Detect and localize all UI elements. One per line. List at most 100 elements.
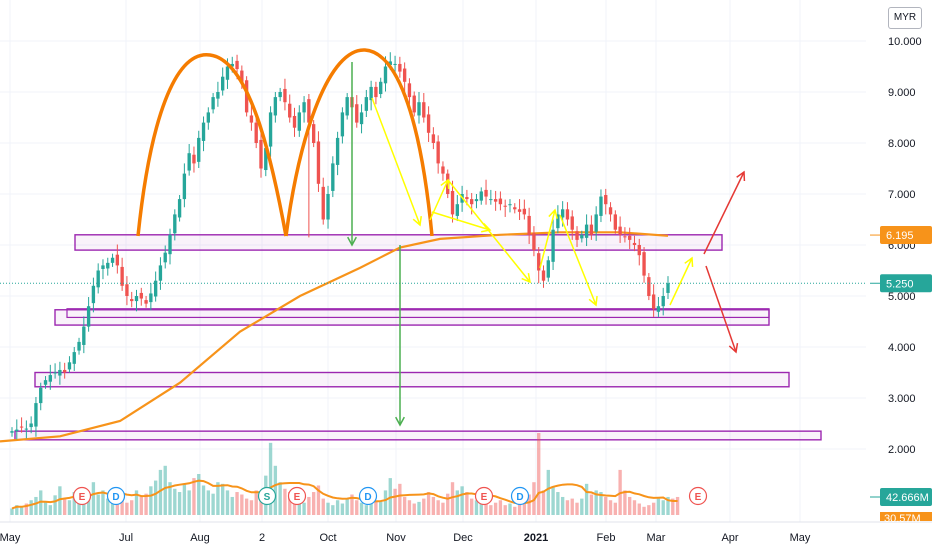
volume-bars [10, 433, 680, 515]
candle-body [470, 199, 474, 205]
candle-body [637, 245, 641, 256]
candle-body [77, 341, 81, 351]
volume-bar [53, 495, 57, 515]
candle-body [216, 92, 220, 99]
candle-body [493, 199, 498, 202]
candle-body [517, 209, 522, 212]
candle-body [115, 254, 120, 266]
event-badge-circle [474, 486, 494, 506]
volume-bar [177, 492, 182, 515]
candle-body [474, 199, 479, 202]
volume-bar [355, 500, 359, 515]
currency-button[interactable]: MYR [888, 7, 922, 29]
candle-body [455, 204, 459, 216]
price-axis[interactable]: 2.0003.0004.0005.0006.0007.0008.0009.000… [888, 36, 922, 456]
volume-bar [67, 500, 72, 515]
candle-body [417, 102, 421, 116]
volume-bar [173, 488, 177, 515]
candle-body [197, 137, 201, 162]
left-peak-arc [136, 53, 288, 237]
green-arrow-head [347, 236, 357, 247]
yellow-arrow-head [481, 223, 492, 233]
volume-bar [647, 505, 651, 515]
price-tick-label: 2.000 [888, 444, 916, 456]
volume-bar [359, 502, 364, 515]
yellow-arrow [559, 214, 597, 306]
candle-body [618, 226, 622, 235]
candle-body [575, 231, 579, 240]
zone-box [74, 234, 723, 251]
zone-box [14, 430, 822, 441]
volume-bar [211, 493, 215, 515]
volume-bar [479, 502, 483, 515]
candle-body [278, 92, 282, 98]
volume-bar [637, 503, 641, 515]
candle-body [570, 216, 574, 230]
candle-body [86, 306, 91, 327]
candle-body [532, 233, 536, 251]
event-badge: D [358, 486, 378, 506]
support-zones [14, 234, 822, 441]
candle-body [249, 115, 254, 123]
volume-bar [628, 496, 632, 515]
candle-body [144, 300, 148, 304]
volume-bar [340, 503, 345, 515]
volume-bar [216, 482, 220, 515]
event-badge-label: S [264, 492, 271, 503]
volume-bar [560, 496, 565, 515]
volume-bar [48, 505, 52, 515]
volume-bar [422, 498, 426, 515]
candle-body [48, 375, 52, 382]
candle-body [264, 148, 268, 171]
candle-body [101, 265, 105, 269]
yellow-arrow-head [684, 256, 694, 268]
volume-bar [43, 501, 48, 515]
candle-body [240, 70, 244, 82]
yellow-arrow-head [588, 295, 598, 307]
price-axis-background[interactable] [866, 0, 932, 522]
volume-bar [58, 486, 62, 515]
volume-bar [393, 488, 397, 515]
candle-body [91, 285, 96, 304]
candle-body [43, 380, 48, 385]
volume-bar [402, 496, 407, 515]
volume-bar [297, 500, 301, 515]
event-badge-circle [510, 486, 530, 506]
last-price-tag: 5.250 [870, 274, 932, 293]
event-badge-label: D [516, 492, 523, 503]
event-badge-circle [257, 486, 277, 506]
volume-bar [259, 493, 263, 515]
volume-bar [321, 498, 325, 515]
volume-bar [91, 482, 96, 515]
volume-bar [326, 502, 330, 515]
candle-body [192, 154, 196, 164]
time-axis[interactable]: May Jul Aug 2 Oct Nov Dec 2021 Feb Mar Apr May [0, 521, 932, 544]
candle-body [206, 112, 210, 123]
volume-bar [192, 478, 196, 515]
volume-bar [383, 490, 388, 515]
time-tick-label: 2021 [524, 532, 548, 544]
volume-bar [307, 496, 311, 515]
red-arrow-head [728, 342, 739, 354]
ma-value-tag-label: 6.195 [886, 230, 914, 242]
volume-bar [369, 503, 373, 515]
volume-bar [225, 490, 230, 515]
candle-body [106, 262, 110, 269]
candle-body [393, 63, 397, 65]
price-tick-label: 5.000 [888, 291, 916, 303]
volume-bar [508, 503, 512, 515]
volume-bar [493, 502, 498, 515]
candle-body [268, 112, 273, 147]
candle-body [522, 208, 527, 215]
volume-partial-tag-bg [880, 512, 932, 521]
time-tick-label: 2 [259, 532, 265, 544]
price-tick-label: 8.000 [888, 138, 916, 150]
volume-bar [302, 502, 306, 515]
candle-body [383, 66, 388, 84]
candle-body [556, 214, 560, 229]
volume-bar [565, 500, 570, 515]
time-tick-label: Feb [597, 532, 616, 544]
time-tick-label: Dec [453, 532, 473, 544]
